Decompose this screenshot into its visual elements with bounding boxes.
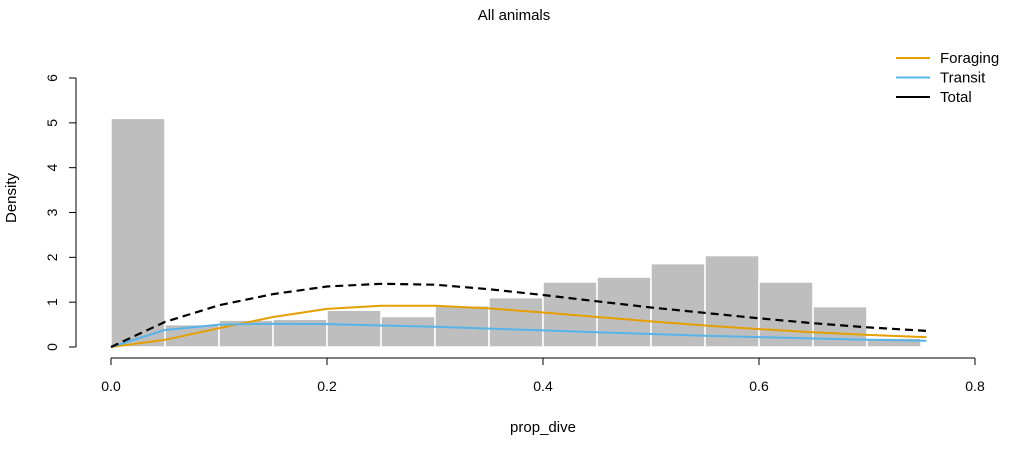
x-tick-label-0: 0.0 <box>101 378 121 394</box>
x-tick-label-4: 0.8 <box>965 378 985 394</box>
histogram-bar-7 <box>488 296 544 348</box>
histogram-bar-5 <box>380 315 436 348</box>
y-tick-label-1: 1 <box>44 298 60 306</box>
histogram-bar-11 <box>704 254 760 348</box>
density-curves <box>110 282 927 348</box>
histogram-bar-4 <box>326 309 382 348</box>
y-tick-label-3: 3 <box>44 208 60 216</box>
y-tick-label-2: 2 <box>44 253 60 261</box>
y-tick-label-6: 6 <box>44 74 60 82</box>
y-axis-title: Density <box>3 172 20 223</box>
histogram-bar-14 <box>866 337 922 348</box>
y-tick-label-5: 5 <box>44 119 60 127</box>
y-axis: 0 1 2 3 4 5 6 <box>44 74 77 351</box>
y-tick-label-0: 0 <box>44 343 60 351</box>
chart-title: All animals <box>478 7 551 24</box>
x-tick-label-1: 0.2 <box>317 378 337 394</box>
histogram-bar-10 <box>650 262 706 348</box>
series-line-total <box>110 282 927 348</box>
y-tick-label-4: 4 <box>44 164 60 172</box>
x-tick-label-3: 0.6 <box>749 378 769 394</box>
series-line-transit <box>110 322 927 348</box>
histogram-bar-0 <box>110 117 166 348</box>
x-axis-title: prop_dive <box>510 419 576 436</box>
x-axis: 0.0 0.2 0.4 0.6 0.8 <box>101 357 985 394</box>
series-line-foraging <box>110 304 927 348</box>
legend-label-transit: Transit <box>940 70 986 87</box>
histogram-bars <box>110 117 922 348</box>
histogram-bar-9 <box>596 276 652 348</box>
legend-label-total: Total <box>940 89 972 106</box>
x-tick-label-2: 0.4 <box>533 378 553 394</box>
legend-label-foraging: Foraging <box>940 50 999 67</box>
legend: Foraging Transit Total <box>896 50 999 106</box>
histogram-bar-12 <box>758 281 814 348</box>
